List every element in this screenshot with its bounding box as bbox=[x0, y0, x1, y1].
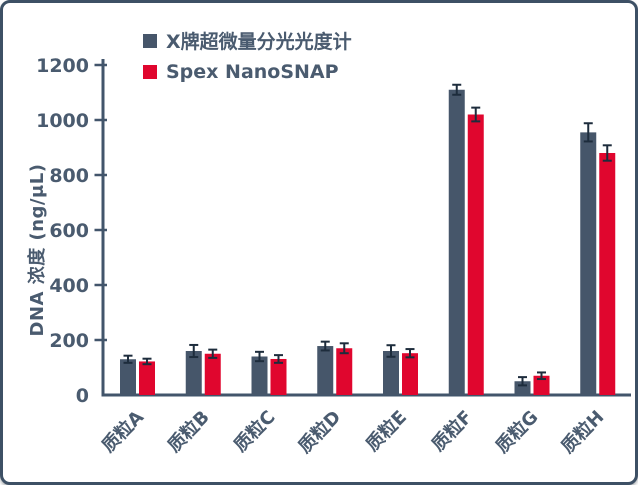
bar-gray-质粒H bbox=[580, 132, 597, 395]
x-category-label: 质粒C bbox=[229, 406, 279, 456]
y-axis-title: DNA 浓度 (ng/μL) bbox=[27, 163, 48, 337]
bar-gray-质粒F bbox=[448, 89, 465, 395]
x-category-label: 质粒B bbox=[163, 406, 214, 457]
y-tick-label: 600 bbox=[49, 220, 89, 242]
legend-item-red-series: Spex NanoSNAP bbox=[143, 61, 352, 83]
y-tick-label: 800 bbox=[49, 165, 89, 187]
bar-red-质粒H bbox=[599, 153, 616, 395]
bar-red-质粒A bbox=[139, 361, 155, 395]
bar-gray-质粒D bbox=[317, 346, 334, 395]
x-category-label: 质粒E bbox=[361, 406, 411, 456]
y-tick-label: 0 bbox=[76, 385, 89, 407]
y-tick-label: 1000 bbox=[36, 110, 89, 132]
legend-swatch-red bbox=[143, 65, 157, 79]
x-category-label: 质粒H bbox=[557, 406, 609, 458]
legend-label-gray-series: X牌超微量分光光度计 bbox=[166, 31, 352, 53]
x-category-label: 质粒D bbox=[294, 406, 346, 458]
bar-gray-质粒B bbox=[185, 351, 202, 395]
bar-red-质粒G bbox=[533, 375, 550, 395]
bar-gray-质粒E bbox=[383, 351, 399, 395]
bar-red-质粒D bbox=[336, 348, 353, 395]
x-category-label: 质粒F bbox=[427, 406, 477, 456]
legend: X牌超微量分光光度计 Spex NanoSNAP bbox=[143, 27, 352, 83]
legend-swatch-gray bbox=[143, 33, 157, 48]
bar-red-质粒C bbox=[270, 358, 287, 395]
x-category-label: 质粒G bbox=[491, 406, 542, 457]
bar-red-质粒F bbox=[467, 114, 484, 395]
bar-gray-质粒C bbox=[251, 356, 268, 395]
legend-item-gray-series: X牌超微量分光光度计 bbox=[143, 27, 352, 54]
y-tick-label: 1200 bbox=[36, 55, 89, 77]
bar-red-质粒B bbox=[204, 353, 221, 395]
legend-label-red-series: Spex NanoSNAP bbox=[166, 61, 339, 83]
y-tick-label: 200 bbox=[49, 330, 89, 352]
y-tick-label: 400 bbox=[49, 275, 89, 297]
bar-gray-质粒A bbox=[120, 359, 136, 395]
bar-red-质粒E bbox=[402, 353, 418, 395]
x-category-label: 质粒A bbox=[97, 406, 148, 457]
bar-chart-canvas: 0 200 400 600 800 1000 1200 质粒A 质粒B 质粒C 质粒D 质粒E 质粒F 质… bbox=[36, 55, 631, 458]
